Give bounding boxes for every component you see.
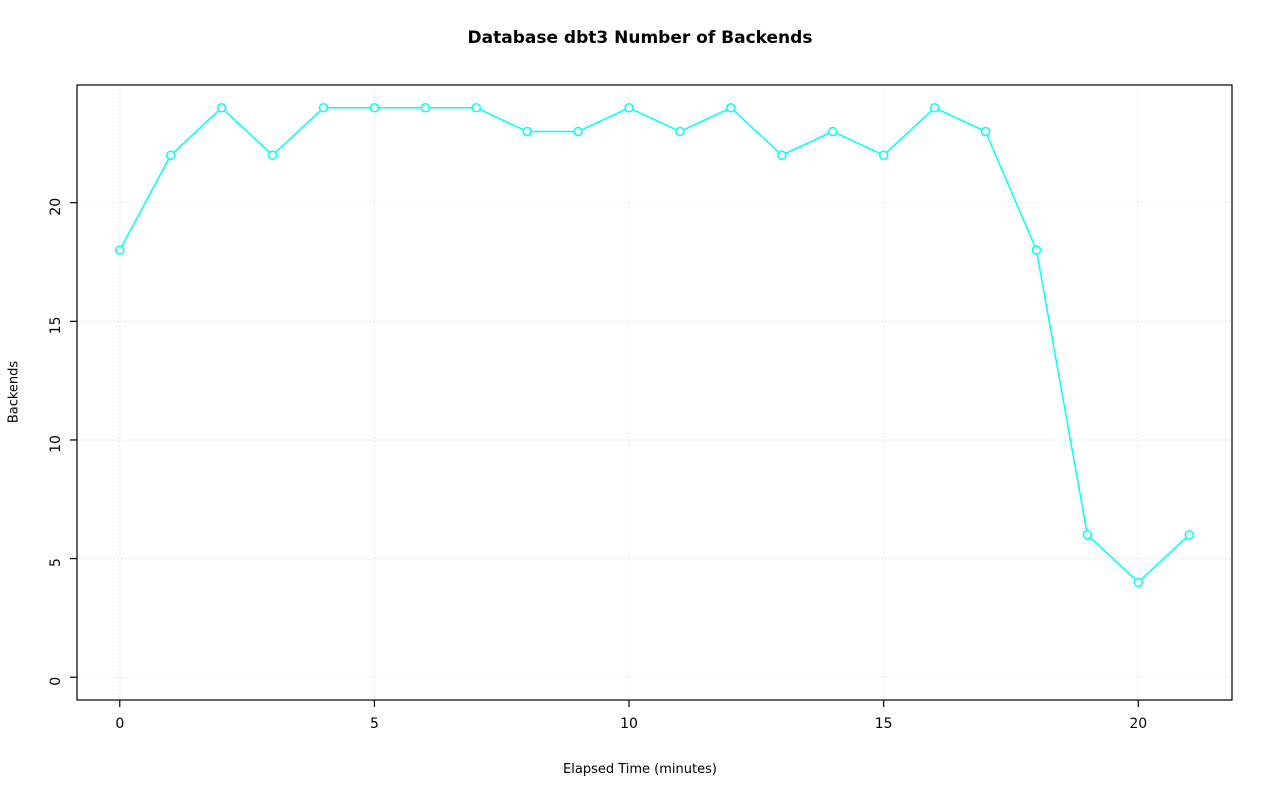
y-tick-label: 0	[48, 677, 64, 686]
data-point	[1133, 577, 1144, 588]
data-point	[980, 126, 991, 137]
data-point	[726, 103, 736, 113]
x-tick-label: 10	[620, 716, 638, 732]
chart-title: Database dbt3 Number of Backends	[467, 28, 813, 48]
data-point	[1031, 245, 1042, 255]
data-point	[1184, 530, 1194, 540]
data-point	[1082, 530, 1093, 540]
plot-border	[76, 84, 1233, 701]
data-point	[369, 103, 380, 113]
y-tick-label: 5	[48, 558, 64, 567]
x-axis-label: Elapsed Time (minutes)	[563, 762, 717, 777]
data-point	[420, 103, 431, 113]
data-point	[522, 126, 532, 137]
data-point	[777, 150, 787, 160]
data-point	[573, 126, 583, 137]
x-tick-label: 15	[875, 716, 893, 732]
data-point	[827, 126, 838, 137]
x-tick-label: 0	[115, 716, 124, 732]
data-point	[267, 150, 278, 160]
data-point	[115, 245, 125, 255]
data-point	[318, 103, 329, 113]
y-tick-label: 10	[48, 435, 64, 453]
x-tick-label: 20	[1129, 716, 1147, 732]
x-tick-label: 5	[370, 716, 379, 732]
y-tick-label: 15	[48, 316, 64, 334]
data-point	[165, 150, 176, 160]
data-point	[471, 103, 482, 113]
data-point	[878, 150, 889, 160]
data-point	[624, 103, 634, 113]
y-tick-label: 20	[48, 198, 64, 216]
data-point	[216, 103, 227, 113]
data-point	[675, 126, 685, 137]
data-point	[929, 103, 940, 113]
data-line	[119, 106, 1190, 584]
